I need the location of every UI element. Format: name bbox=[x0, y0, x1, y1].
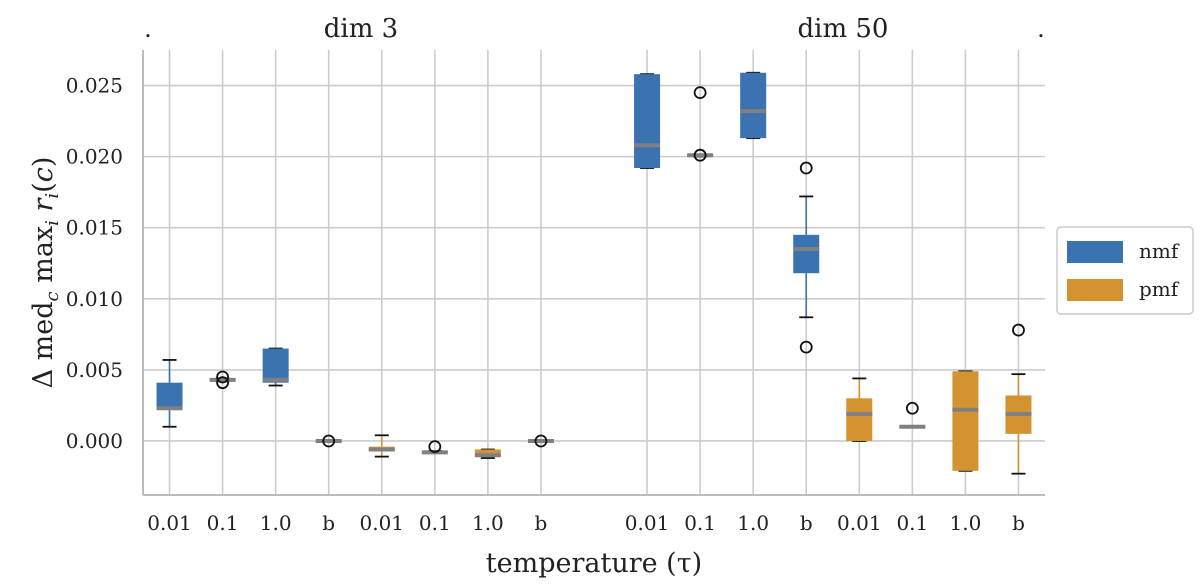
x-tick-label: 1.0 bbox=[950, 511, 982, 535]
x-tick-label: b bbox=[322, 511, 335, 535]
box-pmf bbox=[1005, 323, 1032, 475]
outlier-point bbox=[799, 161, 813, 175]
legend: nmf pmf bbox=[1056, 226, 1194, 315]
legend-swatch-nmf bbox=[1067, 241, 1123, 263]
panel-title-dim50: dim 50 bbox=[798, 14, 889, 44]
box-pmf bbox=[421, 440, 448, 455]
x-tick-label: b bbox=[800, 511, 813, 535]
x-tick-label: b bbox=[1012, 511, 1025, 535]
outlier-point bbox=[693, 86, 707, 100]
outlier-point bbox=[216, 370, 229, 384]
outlier-point bbox=[905, 401, 919, 415]
x-tick-label: 0.01 bbox=[147, 511, 192, 535]
x-tick-label: 1.0 bbox=[737, 511, 769, 535]
y-tick-label: 0.005 bbox=[66, 358, 123, 382]
corner-mark-left: . bbox=[144, 15, 152, 43]
y-axis-label-part: Δ med bbox=[28, 301, 59, 388]
box-pmf bbox=[474, 448, 501, 459]
box-body bbox=[156, 382, 183, 410]
y-tick-label: 0.015 bbox=[66, 216, 123, 240]
x-axis-label: temperature (τ) bbox=[486, 548, 702, 579]
x-tick-label: 0.1 bbox=[207, 511, 239, 535]
box-body bbox=[740, 72, 767, 139]
y-tick-label: 0.010 bbox=[66, 287, 123, 311]
legend-label-nmf: nmf bbox=[1139, 239, 1180, 263]
box-nmf bbox=[634, 73, 661, 169]
box-nmf bbox=[262, 347, 289, 387]
outlier-point bbox=[693, 148, 707, 162]
y-axis-label-part: i bbox=[42, 220, 63, 226]
outlier-point bbox=[799, 340, 813, 354]
box-nmf bbox=[740, 71, 767, 140]
outlier-point bbox=[534, 434, 548, 448]
y-axis-label-part: c bbox=[42, 291, 63, 301]
box-body bbox=[952, 371, 979, 471]
corner-mark-right: . bbox=[1037, 15, 1045, 43]
box-nmf bbox=[793, 161, 820, 354]
y-tick-label: 0.020 bbox=[66, 145, 123, 169]
box-body bbox=[474, 449, 501, 457]
box-nmf bbox=[209, 370, 236, 390]
legend-swatch-pmf bbox=[1067, 279, 1123, 301]
x-tick-label: 0.1 bbox=[684, 511, 716, 535]
box-nmf bbox=[156, 359, 183, 428]
box-body bbox=[846, 398, 873, 441]
box-nmf bbox=[315, 434, 342, 448]
y-axis-label: Δ medc maxi ri(c) bbox=[28, 157, 63, 389]
y-axis-label-part: max bbox=[28, 226, 59, 292]
outlier-point bbox=[216, 376, 229, 390]
x-tick-label: 0.01 bbox=[837, 511, 882, 535]
box-body bbox=[262, 348, 289, 383]
x-tick-label: 0.1 bbox=[896, 511, 928, 535]
box-pmf bbox=[368, 434, 395, 458]
box-pmf bbox=[952, 370, 979, 472]
box-pmf bbox=[846, 377, 873, 442]
x-tick-label: 0.1 bbox=[419, 511, 451, 535]
y-axis-label-part: ) bbox=[28, 157, 59, 168]
box-pmf bbox=[899, 401, 926, 429]
x-tick-label: 0.01 bbox=[359, 511, 404, 535]
y-axis-label-part: r bbox=[28, 196, 59, 220]
box-pmf bbox=[527, 434, 554, 448]
y-axis-label-part: ( bbox=[28, 182, 59, 193]
box-nmf bbox=[687, 86, 714, 162]
x-tick-label: 1.0 bbox=[472, 511, 504, 535]
panel-title-dim3: dim 3 bbox=[324, 14, 398, 44]
x-tick-label: 0.01 bbox=[625, 511, 670, 535]
y-tick-label: 0.000 bbox=[66, 429, 123, 453]
outlier-point bbox=[428, 440, 442, 454]
outlier-point bbox=[1012, 323, 1025, 337]
legend-label-pmf: pmf bbox=[1139, 277, 1180, 301]
outlier-point bbox=[322, 434, 336, 448]
x-tick-label: 1.0 bbox=[260, 511, 292, 535]
x-tick-label: b bbox=[535, 511, 548, 535]
y-axis-label-part: c bbox=[28, 167, 59, 182]
box-body bbox=[793, 234, 820, 274]
y-axis-label-part: i bbox=[42, 193, 63, 199]
box-body bbox=[634, 74, 661, 169]
y-tick-label: 0.025 bbox=[66, 74, 123, 98]
